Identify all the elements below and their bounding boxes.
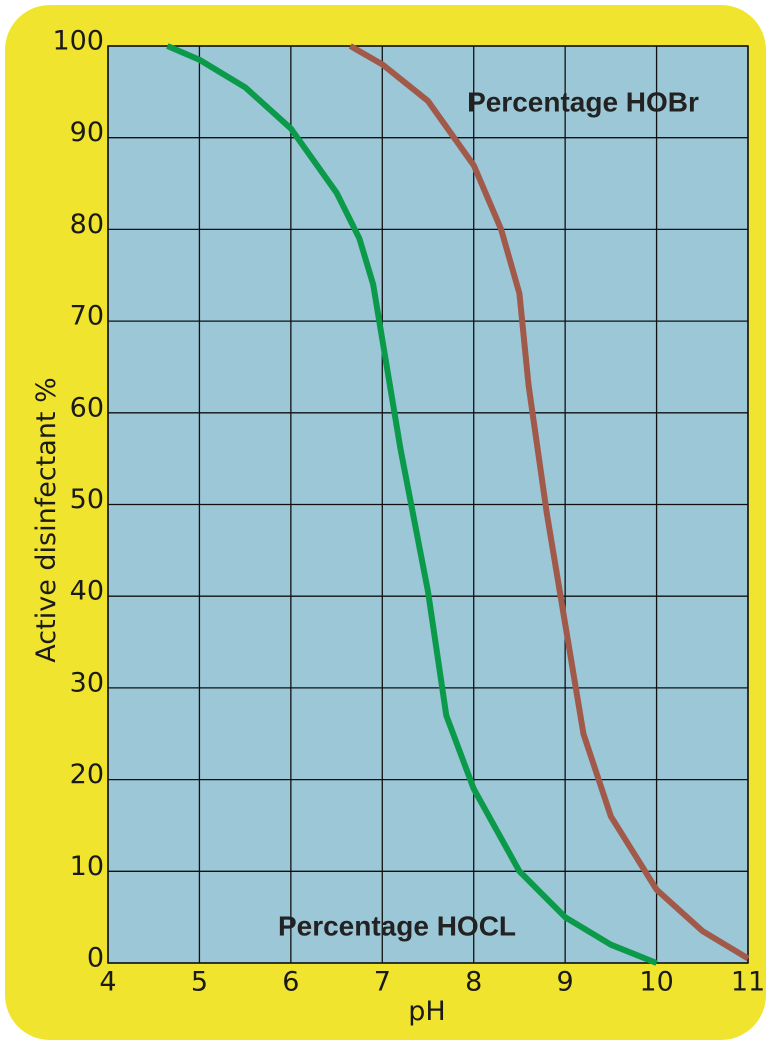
series-line: [348, 43, 750, 961]
y-tick-label: 70: [70, 301, 104, 332]
y-tick-label: 20: [70, 759, 104, 790]
y-tick-label: 50: [70, 484, 104, 515]
plot-border: [107, 45, 749, 964]
y-tick-label: 30: [70, 667, 104, 698]
x-tick-label: 10: [639, 967, 673, 998]
x-tick-label: 5: [191, 967, 208, 998]
x-tick-label: 4: [99, 967, 116, 998]
x-axis-label: pH: [408, 996, 445, 1027]
series-line: [166, 43, 658, 966]
y-tick-label: 10: [70, 851, 104, 882]
y-tick-label: 90: [70, 117, 104, 148]
y-tick-label: 80: [70, 209, 104, 240]
y-tick-label: 40: [70, 576, 104, 607]
x-tick-label: 9: [557, 967, 574, 998]
x-tick-label: 8: [465, 967, 482, 998]
series-label: Percentage HOCL: [278, 910, 516, 941]
y-tick-label: 60: [70, 392, 104, 423]
series-label: Percentage HOBr: [467, 86, 699, 117]
x-tick-label: 6: [282, 967, 299, 998]
y-tick-label: 100: [52, 26, 104, 57]
y-tick-label: 0: [87, 943, 104, 974]
y-axis-label: Active disinfectant %: [31, 377, 62, 662]
x-tick-label: 7: [374, 967, 391, 998]
x-tick-label: 11: [731, 967, 765, 998]
